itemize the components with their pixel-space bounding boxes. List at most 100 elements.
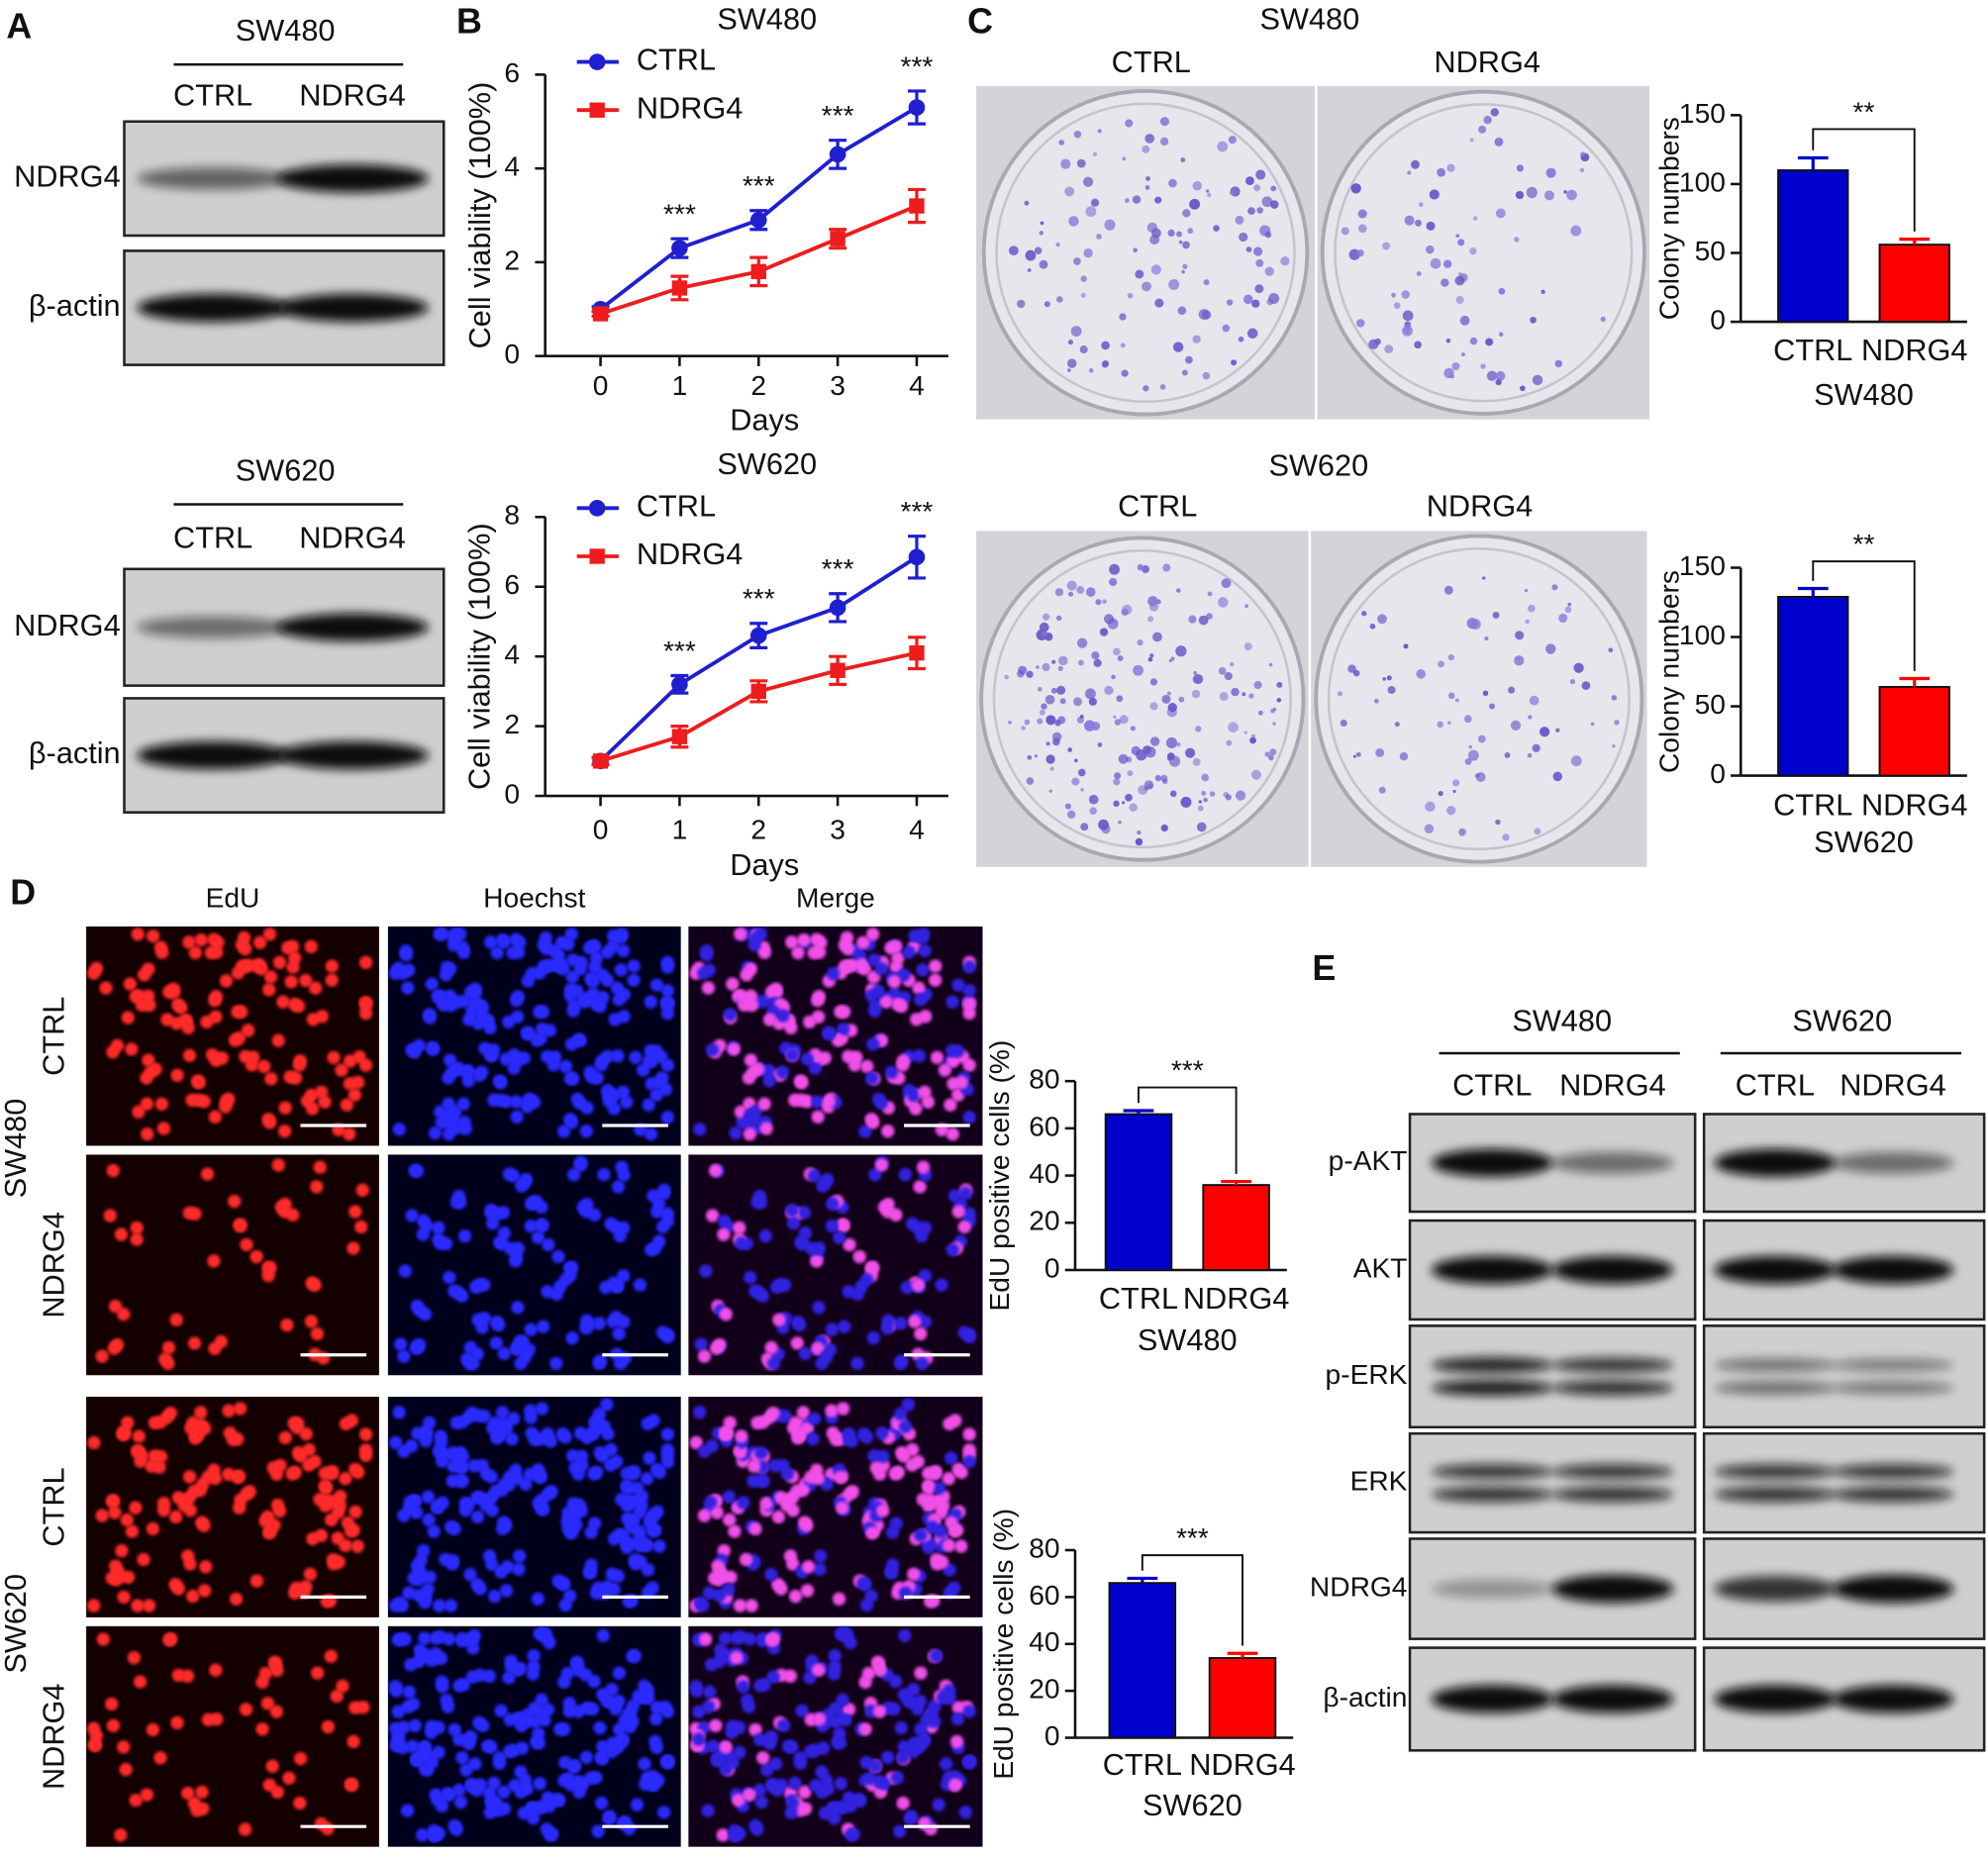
nucleus	[775, 1065, 790, 1079]
nucleus	[828, 1660, 842, 1674]
nucleus	[962, 960, 976, 974]
cell-label: SW620	[0, 1574, 33, 1674]
nucleus	[805, 1241, 819, 1256]
nucleus	[889, 939, 903, 953]
nucleus	[117, 1740, 131, 1754]
colony	[1079, 715, 1084, 719]
colony	[1083, 247, 1093, 258]
nucleus	[262, 1526, 276, 1540]
nucleus	[597, 1167, 611, 1182]
significance: ***	[743, 169, 775, 201]
colony	[1469, 246, 1477, 255]
colony	[1039, 709, 1045, 716]
nucleus	[506, 1412, 521, 1425]
colony	[1554, 359, 1563, 368]
marker	[830, 662, 845, 678]
colony	[1498, 332, 1504, 337]
panel-label: B	[456, 2, 482, 42]
error-bar	[1899, 237, 1931, 245]
nucleus	[131, 927, 145, 941]
nucleus	[718, 1631, 733, 1645]
colony	[1116, 695, 1124, 703]
y-tick-label: 0	[504, 338, 520, 369]
nucleus	[881, 1750, 895, 1764]
blot-membrane	[1702, 1431, 1986, 1534]
nucleus	[186, 1416, 200, 1430]
nucleus	[195, 1785, 209, 1800]
nucleus	[531, 1592, 546, 1606]
colony	[1457, 239, 1465, 246]
column-header: EdU	[206, 881, 260, 913]
colony	[1067, 810, 1076, 820]
plate	[981, 89, 1310, 417]
marker	[750, 263, 766, 280]
nucleus	[536, 1320, 550, 1333]
significance: ***	[822, 552, 854, 584]
nucleus	[564, 927, 578, 941]
colony	[1226, 739, 1233, 746]
colony	[1088, 697, 1097, 706]
nucleus	[512, 1549, 527, 1563]
nucleus	[697, 966, 711, 980]
colony	[1441, 278, 1449, 287]
nucleus	[194, 932, 208, 947]
marker	[671, 676, 688, 693]
blot-band	[276, 613, 429, 641]
nucleus	[527, 1649, 541, 1663]
nucleus	[643, 1451, 656, 1465]
y-tick-label: 60	[1029, 1579, 1059, 1611]
nucleus	[730, 1651, 744, 1665]
nucleus	[541, 1285, 554, 1299]
bar	[1208, 1657, 1277, 1739]
nucleus	[811, 993, 825, 1008]
nucleus	[171, 1582, 185, 1596]
nucleus	[95, 1349, 109, 1363]
blot-band	[1551, 1380, 1674, 1396]
nucleus	[530, 1735, 544, 1749]
nucleus	[554, 935, 569, 949]
colony	[1566, 189, 1577, 201]
nucleus	[957, 1220, 971, 1234]
colony	[1612, 744, 1616, 748]
nucleus	[814, 1549, 828, 1563]
nucleus	[783, 1549, 798, 1563]
nucleus	[556, 1125, 571, 1138]
nucleus	[637, 1063, 650, 1077]
nucleus	[611, 1049, 625, 1063]
nucleus	[891, 1465, 905, 1479]
colony	[1384, 344, 1394, 354]
colony	[1264, 231, 1272, 239]
colony	[1039, 231, 1044, 236]
colony	[1109, 563, 1120, 575]
nucleus	[429, 1631, 443, 1645]
nucleus	[748, 1722, 762, 1737]
nucleus	[605, 1088, 620, 1103]
nucleus	[641, 1538, 654, 1552]
nucleus	[188, 1428, 203, 1442]
nucleus	[587, 1674, 601, 1689]
nucleus	[265, 1759, 279, 1773]
colony	[1218, 667, 1227, 675]
colony	[1080, 787, 1084, 792]
nucleus	[866, 1331, 881, 1345]
nucleus	[119, 1762, 133, 1777]
blot-band	[1714, 1463, 1837, 1480]
blot-band	[1431, 1685, 1553, 1713]
colony	[1201, 790, 1207, 796]
nucleus	[564, 1037, 579, 1051]
nucleus	[836, 1501, 849, 1515]
nucleus	[233, 1501, 247, 1515]
nucleus	[573, 1426, 588, 1440]
nucleus	[630, 1798, 645, 1811]
micrograph	[688, 1154, 983, 1376]
colony	[1207, 591, 1213, 597]
nucleus	[825, 1219, 840, 1233]
nucleus	[432, 1745, 446, 1759]
nucleus	[754, 1795, 768, 1809]
nucleus	[288, 1465, 302, 1479]
nucleus	[308, 1278, 322, 1292]
nucleus	[762, 1411, 776, 1424]
nucleus	[403, 1495, 417, 1510]
nucleus	[499, 1052, 514, 1066]
nucleus	[876, 1449, 890, 1463]
